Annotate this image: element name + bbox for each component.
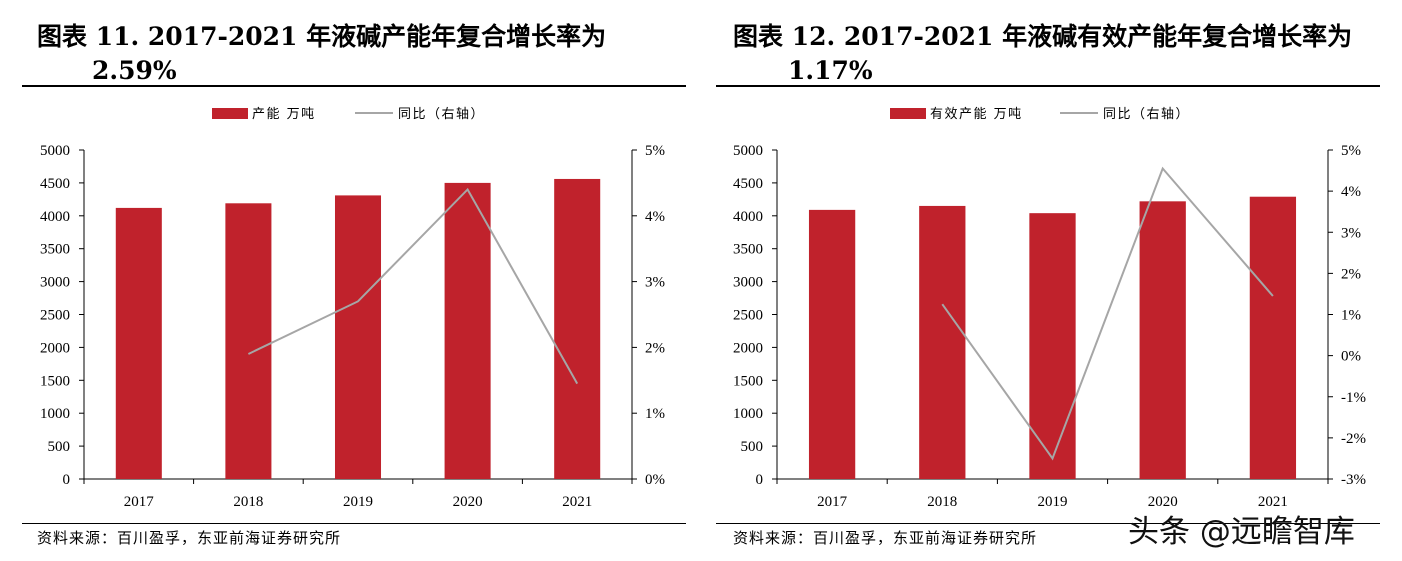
source-note: 资料来源：百川盈孚，东亚前海证券研究所 <box>37 529 342 547</box>
legend-bar-swatch <box>890 108 926 119</box>
y-left-tick-label: 0 <box>756 472 764 488</box>
x-tick-label: 2020 <box>453 494 483 510</box>
x-tick-label: 2021 <box>1258 494 1288 510</box>
title-rule <box>716 85 1380 87</box>
bar <box>919 205 966 479</box>
x-tick-label: 2021 <box>562 494 592 510</box>
y-left-tick-label: 5000 <box>733 143 763 159</box>
chart-panel-1: 图表 11. 2017-2021 年液碱产能年复合增长率为 2.59% 0 500… <box>0 0 700 561</box>
y-left-tick-label: 3000 <box>40 275 70 291</box>
y-left-tick-label: 4000 <box>733 209 763 225</box>
y-left-tick-label: 500 <box>48 439 71 455</box>
y-right-tick-label: 5% <box>645 143 665 159</box>
bar <box>225 203 272 479</box>
x-tick-label: 2018 <box>927 494 957 510</box>
y-right-tick-label: 3% <box>645 275 665 291</box>
y-right-tick-label: -1% <box>1341 390 1366 406</box>
y-right-tick-label: 0% <box>645 472 665 488</box>
bar <box>1029 213 1076 479</box>
y-right-tick-label: 4% <box>645 209 665 225</box>
bar <box>115 207 162 479</box>
legend-bar-swatch <box>212 108 248 119</box>
bar <box>1249 196 1297 479</box>
legend-line-label: 同比（右轴） <box>1103 107 1190 122</box>
y-right-tick-label: -2% <box>1341 431 1366 447</box>
y-left-tick-label: 0 <box>63 472 71 488</box>
source-rule <box>22 523 686 524</box>
chart-1-svg: 0 500 1000 1500 2000 2500 3000 3500 4000 4500 5000… <box>40 107 665 510</box>
x-tick-label: 2017 <box>817 494 848 510</box>
source-rule <box>716 523 1380 524</box>
y-left-tick-label: 4500 <box>733 176 763 192</box>
y-left-tick-label: 500 <box>741 439 764 455</box>
y-left-tick-label: 3500 <box>733 242 763 258</box>
x-tick-label: 2020 <box>1148 494 1178 510</box>
chart-title-line2: 1.17% <box>788 56 873 85</box>
legend-bar-label: 有效产能 万吨 <box>930 107 1023 122</box>
watermark-text: 头条 @远瞻智库 <box>1128 514 1355 550</box>
x-tick-label: 2018 <box>233 494 263 510</box>
bar <box>554 178 601 479</box>
y-right-tick-label: 0% <box>1341 349 1361 365</box>
chart-2-svg: 0 500 1000 1500 2000 2500 3000 3500 4000 4500 5000… <box>733 107 1366 510</box>
yoy-line <box>941 166 1274 461</box>
x-tick-label: 2017 <box>124 494 155 510</box>
chart-title-line1: 图表 12. 2017-2021 年液碱有效产能年复合增长率为 <box>733 22 1353 51</box>
bar <box>334 195 382 479</box>
chart-title-line2: 2.59% <box>92 56 177 85</box>
y-right-tick-label: -3% <box>1341 472 1366 488</box>
y-left-tick-label: 2000 <box>733 340 763 356</box>
y-left-tick-label: 3500 <box>40 242 70 258</box>
y-left-tick-label: 2500 <box>40 308 70 324</box>
y-right-tick-label: 1% <box>1341 308 1361 324</box>
y-right-tick-label: 4% <box>1341 184 1361 200</box>
chart-title-line1: 图表 11. 2017-2021 年液碱产能年复合增长率为 <box>37 22 607 51</box>
y-left-tick-label: 2000 <box>40 340 70 356</box>
y-right-tick-label: 2% <box>645 340 665 356</box>
yoy-line <box>247 187 579 385</box>
y-right-tick-label: 3% <box>1341 225 1361 241</box>
legend-line-label: 同比（右轴） <box>398 107 485 122</box>
y-left-tick-label: 4000 <box>40 209 70 225</box>
chart-panel-2: 图表 12. 2017-2021 年液碱有效产能年复合增长率为 1.17% 0 5… <box>700 0 1402 561</box>
source-note: 资料来源：百川盈孚，东亚前海证券研究所 <box>733 529 1038 547</box>
title-rule <box>22 85 686 87</box>
y-left-tick-label: 1000 <box>733 406 763 422</box>
y-left-tick-label: 5000 <box>40 143 70 159</box>
y-left-tick-label: 3000 <box>733 275 763 291</box>
y-right-tick-label: 2% <box>1341 266 1361 282</box>
x-tick-label: 2019 <box>1038 494 1068 510</box>
legend-bar-label: 产能 万吨 <box>252 107 316 122</box>
bar <box>444 182 491 479</box>
bar <box>808 209 856 479</box>
x-tick-label: 2019 <box>343 494 373 510</box>
y-left-tick-label: 1000 <box>40 406 70 422</box>
bar <box>1139 201 1186 479</box>
y-left-tick-label: 1500 <box>733 373 763 389</box>
y-right-tick-label: 1% <box>645 406 665 422</box>
y-left-tick-label: 4500 <box>40 176 70 192</box>
y-left-tick-label: 1500 <box>40 373 70 389</box>
y-left-tick-label: 2500 <box>733 308 763 324</box>
y-right-tick-label: 5% <box>1341 143 1361 159</box>
